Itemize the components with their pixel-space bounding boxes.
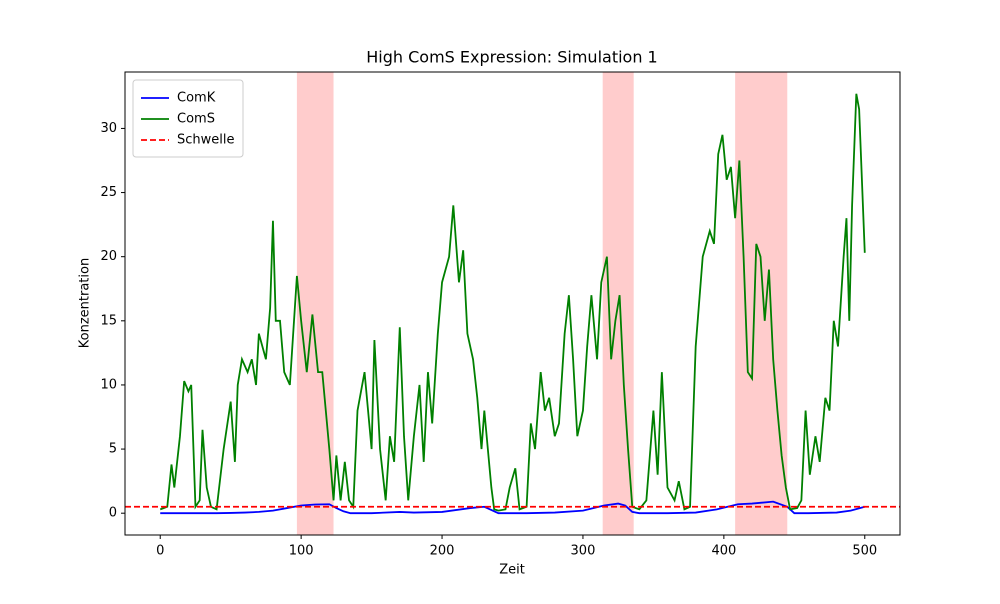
y-axis-label: Konzentration [78,258,93,348]
highlight-span [735,72,788,535]
legend-box [132,79,244,158]
y-tick-label: 25 [100,185,117,200]
plot-area [125,93,900,515]
legend-label: Schwelle [177,133,235,148]
y-tick-label: 10 [100,377,117,392]
x-tick-label: 300 [571,544,596,559]
y-tick-label: 0 [109,506,117,521]
line-series [159,93,866,512]
x-axis-label: Zeit [499,563,525,578]
y-tick-label: 5 [109,442,117,457]
x-tick-label: 100 [289,544,314,559]
legend-label: ComS [177,112,215,127]
y-tick-label: 20 [100,249,117,264]
x-tick-label: 200 [430,544,455,559]
highlight-span [296,72,334,535]
y-tick-label: 30 [100,121,117,136]
y-tick-label: 15 [100,313,117,328]
chart-title: High ComS Expression: Simulation 1 [366,48,657,67]
plot-frame [124,71,901,536]
x-tick-label: 500 [852,544,877,559]
x-tick-label: 0 [156,544,164,559]
x-tick-label: 400 [711,544,736,559]
line-series [160,500,866,515]
legend-label: ComK [177,91,216,106]
